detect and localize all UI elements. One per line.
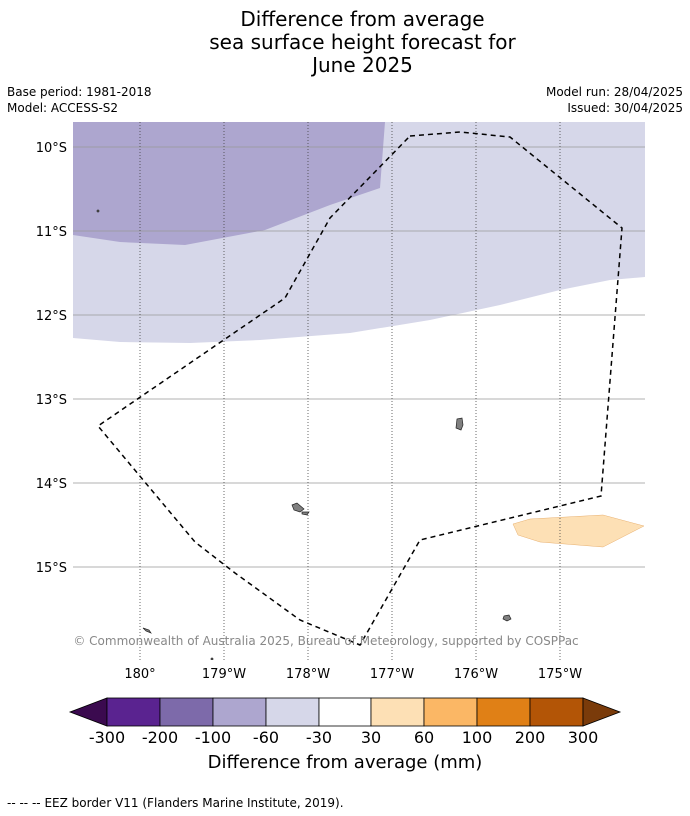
colorbar-tick-label: 100 xyxy=(461,728,493,747)
lat-label: 14°S xyxy=(36,477,67,492)
eez-legend-text: EEZ border V11 (Flanders Marine Institut… xyxy=(44,796,344,810)
lon-label: 178°W xyxy=(286,667,330,682)
lat-label: 10°S xyxy=(36,141,67,156)
land-islands xyxy=(96,209,512,660)
region-deep-negative xyxy=(73,122,385,245)
colorbar-bin xyxy=(476,697,531,727)
lat-label: 11°S xyxy=(36,225,67,240)
lat-gridlines xyxy=(73,146,645,568)
meta-left: Base period: 1981-2018 Model: ACCESS-S2 xyxy=(7,84,152,116)
island-1 xyxy=(455,417,464,431)
colorbar xyxy=(68,697,622,727)
eez-legend-symbol: -- -- -- xyxy=(7,796,41,810)
colorbar-tick-label: -60 xyxy=(252,728,280,747)
lon-label: 177°W xyxy=(370,667,414,682)
lat-label: 13°S xyxy=(36,393,67,408)
colorbar-under-arrow xyxy=(68,697,108,727)
colorbar-bin xyxy=(106,697,161,727)
colorbar-bin xyxy=(265,697,320,727)
title-line-2: sea surface height forecast for xyxy=(209,30,516,54)
model-name: Model: ACCESS-S2 xyxy=(7,101,119,115)
colorbar-tick-label: -100 xyxy=(194,728,232,747)
lon-labels: 180° 179°W 178°W 177°W 176°W 175°W xyxy=(124,667,582,682)
colorbar-title: Difference from average (mm) xyxy=(207,752,483,773)
island-6 xyxy=(96,209,100,213)
colorbar-tick-label: -30 xyxy=(305,728,333,747)
colorbar-bin xyxy=(529,697,584,727)
lat-label: 12°S xyxy=(36,309,67,324)
island-5 xyxy=(142,627,152,634)
colorbar-bin xyxy=(318,697,372,727)
lat-labels: 10°S 11°S 12°S 13°S 14°S 15°S xyxy=(36,141,67,576)
base-period: Base period: 1981-2018 xyxy=(7,85,152,99)
colorbar-tick-label: 200 xyxy=(514,728,546,747)
eez-legend: -- -- -- EEZ border V11 (Flanders Marine… xyxy=(7,796,344,810)
colorbar-bin xyxy=(370,697,425,727)
issued-date: Issued: 30/04/2025 xyxy=(567,101,683,115)
colorbar-bin xyxy=(159,697,214,727)
lon-label: 179°W xyxy=(202,667,246,682)
copyright-text: © Commonwealth of Australia 2025, Bureau… xyxy=(73,634,578,648)
colorbar-tick-label: 300 xyxy=(567,728,599,747)
island-4 xyxy=(502,614,512,622)
lat-label: 15°S xyxy=(36,561,67,576)
colorbar-tick-label: 30 xyxy=(360,728,382,747)
colorbar-tick-label: -200 xyxy=(141,728,179,747)
lon-label: 180° xyxy=(124,667,155,682)
island-7 xyxy=(210,657,214,660)
island-2 xyxy=(291,502,305,513)
colorbar-bin xyxy=(212,697,267,727)
region-positive-patch xyxy=(512,514,645,548)
title-line-3: June 2025 xyxy=(312,53,413,77)
island-3 xyxy=(301,511,310,516)
title-line-1: Difference from average xyxy=(240,7,485,31)
lon-label: 176°W xyxy=(454,667,498,682)
colorbar-tick-label: -300 xyxy=(88,728,126,747)
lon-label: 175°W xyxy=(538,667,582,682)
colorbar-bin xyxy=(423,697,478,727)
colorbar-tick-label: 60 xyxy=(413,728,435,747)
chart-title: Difference from average sea surface heig… xyxy=(0,8,690,77)
colorbar-over-arrow xyxy=(582,697,622,727)
model-run: Model run: 28/04/2025 xyxy=(545,85,683,99)
meta-right: Model run: 28/04/2025 Issued: 30/04/2025 xyxy=(546,84,683,116)
